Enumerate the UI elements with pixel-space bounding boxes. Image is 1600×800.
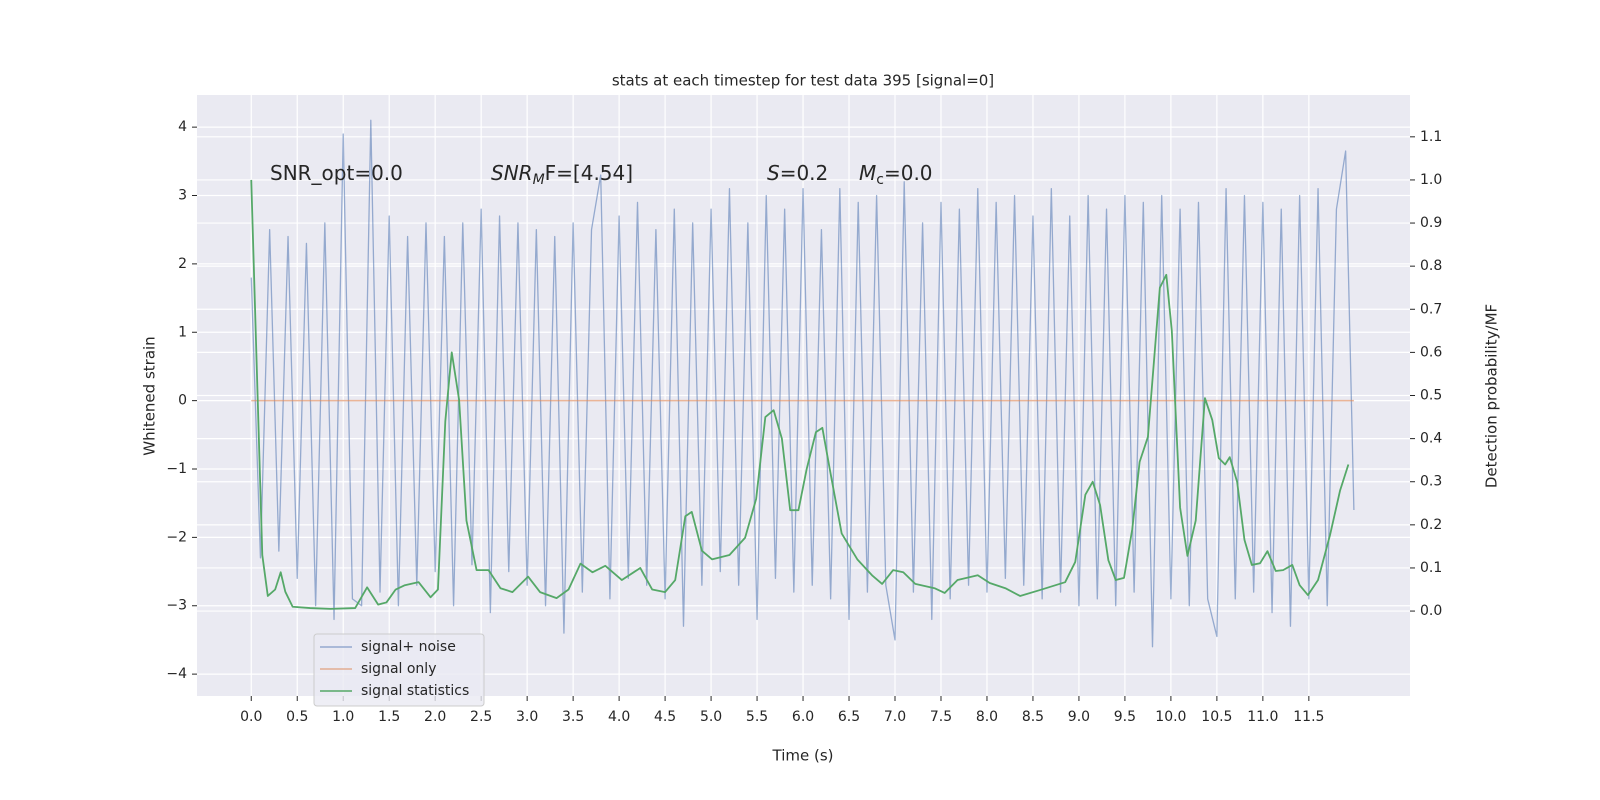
y2-tick-label: 0.6 [1420, 344, 1442, 360]
y2-tick-label: 0.9 [1420, 215, 1442, 231]
x-tick-label: 3.5 [562, 709, 584, 725]
legend-label: signal statistics [361, 683, 469, 699]
annotation: SNRMF=[4.54] [491, 161, 633, 189]
x-tick-label: 6.0 [792, 709, 814, 725]
x-tick-label: 6.5 [838, 709, 860, 725]
y2-tick-label: 1.1 [1420, 129, 1442, 145]
annotation-part: M [533, 172, 545, 188]
y-tick-label: 4 [178, 119, 187, 135]
y-tick-label: 2 [178, 256, 187, 272]
x-tick-label: 7.5 [930, 709, 952, 725]
legend-label: signal+ noise [361, 639, 456, 655]
ticks: 0.0 0.5 1.0 1.5 2.0 2.5 3.0 3.5 4.0 4.5 5.0 5.5 6.0 6… [166, 119, 1442, 725]
x-tick-label: 5.0 [700, 709, 722, 725]
x-tick-label: 1.0 [332, 709, 354, 725]
x-axis-label: Time (s) [772, 747, 834, 765]
y2-tick-label: 0.8 [1420, 258, 1442, 274]
y-tick-label: 0 [178, 393, 187, 409]
y-axis-label: Whitened strain [141, 336, 159, 455]
annotation-part: SNR [491, 161, 533, 185]
annotation-part: S [767, 161, 780, 185]
annotation-part: c [876, 172, 884, 188]
chart-title: stats at each timestep for test data 395… [612, 72, 994, 90]
y2-tick-label: 1.0 [1420, 172, 1442, 188]
x-tick-label: 11.5 [1293, 709, 1324, 725]
annotation-part: SNR_opt=0.0 [270, 161, 403, 185]
x-tick-label: 4.0 [608, 709, 630, 725]
annotation-part: =0.0 [884, 161, 933, 185]
y2-tick-label: 0.3 [1420, 474, 1442, 490]
annotation: Mc=0.0 [859, 161, 933, 189]
y2-tick-label: 0.2 [1420, 517, 1442, 533]
y-tick-label: 1 [178, 324, 187, 340]
x-tick-label: 10.0 [1155, 709, 1186, 725]
x-tick-label: 10.5 [1201, 709, 1232, 725]
series-line [250, 179, 1350, 610]
x-tick-label: 2.5 [470, 709, 492, 725]
x-tick-label: 0.5 [286, 709, 308, 725]
y2-tick-label: 0.1 [1420, 560, 1442, 576]
y2-axis-label: Detection probability/MF [1483, 304, 1501, 488]
legend: signal+ noise signal only signal statistic… [313, 633, 485, 707]
legend-box [313, 633, 485, 707]
x-tick-label: 2.0 [424, 709, 446, 725]
x-tick-label: 8.0 [976, 709, 998, 725]
annotation-part: =0.2 [780, 161, 829, 185]
grid [197, 95, 1410, 696]
x-tick-label: 0.0 [240, 709, 262, 725]
y2-tick-label: 0.7 [1420, 301, 1442, 317]
x-tick-label: 9.5 [1114, 709, 1136, 725]
y2-tick-label: 0.5 [1420, 388, 1442, 404]
y-tick-label: −2 [166, 529, 187, 545]
series-line [250, 119, 1355, 648]
x-tick-label: 7.0 [884, 709, 906, 725]
annotation: S=0.2 [767, 161, 828, 185]
y-tick-label: −1 [166, 461, 187, 477]
x-tick-label: 1.5 [378, 709, 400, 725]
y2-tick-label: 0.4 [1420, 431, 1442, 447]
x-tick-label: 5.5 [746, 709, 768, 725]
legend-label: signal only [361, 661, 436, 677]
y-tick-label: −3 [166, 598, 187, 614]
annotation-part: F=[4.54] [545, 161, 633, 185]
x-tick-label: 8.5 [1022, 709, 1044, 725]
x-tick-label: 4.5 [654, 709, 676, 725]
x-tick-label: 3.0 [516, 709, 538, 725]
annotation: SNR_opt=0.0 [270, 161, 403, 185]
x-tick-label: 9.0 [1068, 709, 1090, 725]
annotation-part: M [859, 161, 876, 185]
y2-tick-label: 0.0 [1420, 603, 1442, 619]
y-tick-label: −4 [166, 666, 187, 682]
x-tick-label: 11.0 [1247, 709, 1278, 725]
y-tick-label: 3 [178, 188, 187, 204]
